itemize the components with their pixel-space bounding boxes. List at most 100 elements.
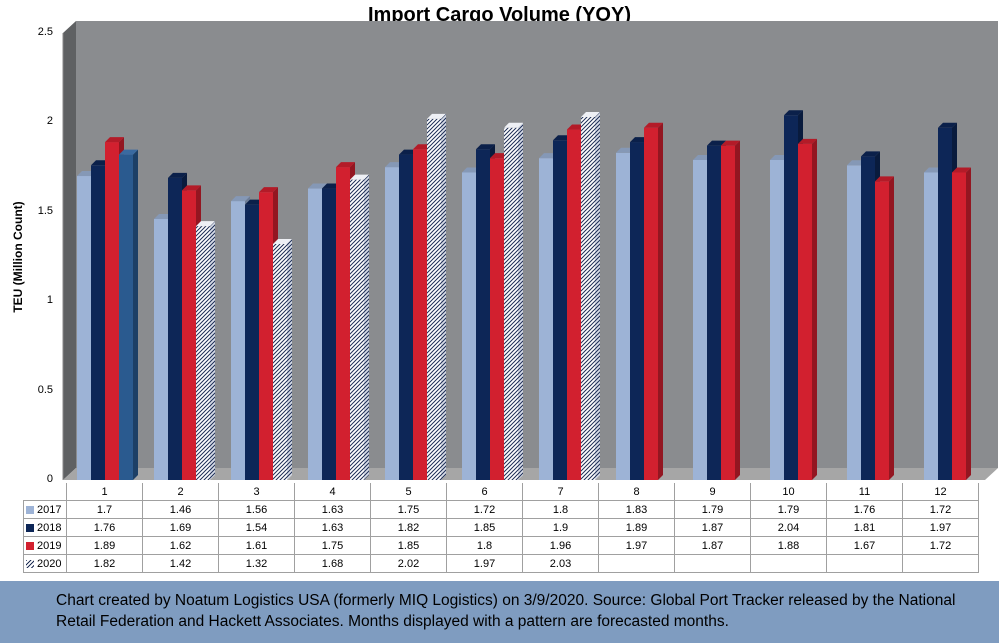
bar-front [693, 159, 707, 480]
y-tick-label: 0.5 [37, 383, 53, 396]
legend-entry: 2020 [23, 554, 67, 573]
legend-label: 2019 [37, 539, 62, 552]
bar-2019-10 [798, 138, 817, 480]
bar-top [707, 140, 726, 146]
data-label: 1.8 [446, 536, 523, 555]
bar-side [287, 238, 292, 480]
bar-front [119, 154, 133, 481]
legend-swatch [26, 559, 34, 568]
bar-front [861, 156, 875, 480]
data-label: 1.97 [598, 536, 675, 555]
bar-top [273, 238, 292, 244]
table-row: 2020 1.82 1.42 1.32 1.68 2.02 1.97 2.03 [23, 554, 979, 573]
chart-plot [62, 21, 998, 481]
bar-front [336, 167, 350, 480]
bar-front [539, 158, 553, 480]
bar-front [952, 172, 966, 481]
x-tick-label: 11 [826, 483, 903, 501]
legend-label: 2017 [37, 503, 62, 516]
bar-2019-11 [875, 176, 894, 481]
bar-front [798, 143, 812, 480]
bar-front [721, 145, 735, 481]
x-tick-label: 12 [902, 483, 979, 501]
bar-front [770, 159, 784, 480]
data-label: 1.89 [598, 518, 675, 537]
bar-front [245, 204, 259, 480]
bar-top [231, 196, 250, 202]
x-tick-label: 9 [674, 483, 751, 501]
bar-top [336, 162, 355, 168]
x-tick-label: 8 [598, 483, 675, 501]
back-wall [76, 21, 998, 468]
bar-front [77, 176, 91, 481]
legend-swatch [26, 523, 34, 532]
bar-side [966, 167, 971, 481]
legend-entry: 2019 [23, 536, 67, 555]
bar-front [616, 152, 630, 480]
bar-front [938, 127, 952, 480]
bar-2019-9 [721, 140, 740, 481]
data-label: 1.75 [370, 500, 447, 519]
data-label: 1.76 [66, 518, 143, 537]
data-label: 1.96 [522, 536, 599, 555]
data-label: 1.88 [750, 536, 827, 555]
bar-2020-1 [119, 149, 138, 481]
data-label: 1.79 [750, 500, 827, 519]
data-label: 1.85 [446, 518, 523, 537]
bar-side [364, 174, 369, 480]
x-tick-label: 10 [750, 483, 827, 501]
data-label [902, 554, 979, 573]
y-tick-label: 2.5 [37, 26, 53, 38]
y-tick-label: 1 [46, 294, 53, 307]
data-label: 1.54 [218, 518, 295, 537]
bar-front [105, 142, 119, 480]
data-label: 1.89 [66, 536, 143, 555]
x-tick-label: 5 [370, 483, 447, 501]
legend-label: 2020 [37, 557, 62, 570]
bar-top [105, 137, 124, 143]
bar-top [476, 144, 495, 150]
data-label: 1.56 [218, 500, 295, 519]
bar-2019-8 [644, 122, 663, 480]
bar-front [154, 218, 168, 480]
bar-2020-4 [350, 174, 369, 480]
table-row: 2017 1.7 1.46 1.56 1.63 1.75 1.72 1.8 1.83 1.79 1.… [23, 500, 979, 519]
bar-front [273, 243, 287, 480]
data-label [674, 554, 751, 573]
bar-front [385, 167, 399, 480]
bar-2020-5 [427, 113, 446, 480]
y-tick-label: 1.5 [37, 204, 53, 217]
bar-front [231, 201, 245, 480]
bar-front [784, 115, 798, 481]
data-label: 1.72 [902, 536, 979, 555]
bar-2020-2 [196, 221, 215, 480]
bar-front [581, 117, 595, 480]
bar-top [784, 110, 803, 116]
table-row: 2018 1.76 1.69 1.54 1.63 1.82 1.85 1.9 1.89 1.87 2… [23, 518, 979, 537]
bar-front [168, 177, 182, 480]
side-wall [63, 21, 76, 480]
legend-swatch [26, 505, 34, 514]
data-label: 1.97 [446, 554, 523, 573]
bar-front [553, 140, 567, 480]
bar-top [504, 122, 523, 128]
bar-front [413, 149, 427, 480]
data-label [598, 554, 675, 573]
bar-top [861, 151, 880, 157]
bar-top [308, 183, 327, 189]
data-label: 1.82 [66, 554, 143, 573]
data-label: 1.7 [66, 500, 143, 519]
bar-2020-6 [504, 122, 523, 480]
bar-front [707, 145, 721, 481]
bar-side [889, 176, 894, 481]
bar-top [875, 176, 894, 182]
data-label [750, 554, 827, 573]
bar-front [399, 154, 413, 481]
bar-top [350, 174, 369, 180]
bars-group [77, 110, 971, 481]
bar-top [581, 112, 600, 118]
x-tick-label: 1 [66, 483, 143, 501]
footer-text: Chart created by Noatum Logistics USA (f… [56, 592, 956, 630]
data-label: 2.04 [750, 518, 827, 537]
data-label: 2.03 [522, 554, 599, 573]
